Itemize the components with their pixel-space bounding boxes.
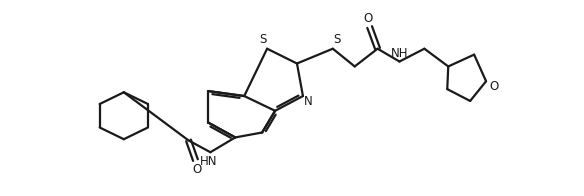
Text: S: S <box>333 33 340 46</box>
Text: N: N <box>304 95 312 108</box>
Text: O: O <box>489 80 499 93</box>
Text: O: O <box>193 163 202 176</box>
Text: O: O <box>363 12 372 25</box>
Text: NH: NH <box>391 47 408 60</box>
Text: HN: HN <box>200 155 217 168</box>
Text: S: S <box>259 33 267 46</box>
